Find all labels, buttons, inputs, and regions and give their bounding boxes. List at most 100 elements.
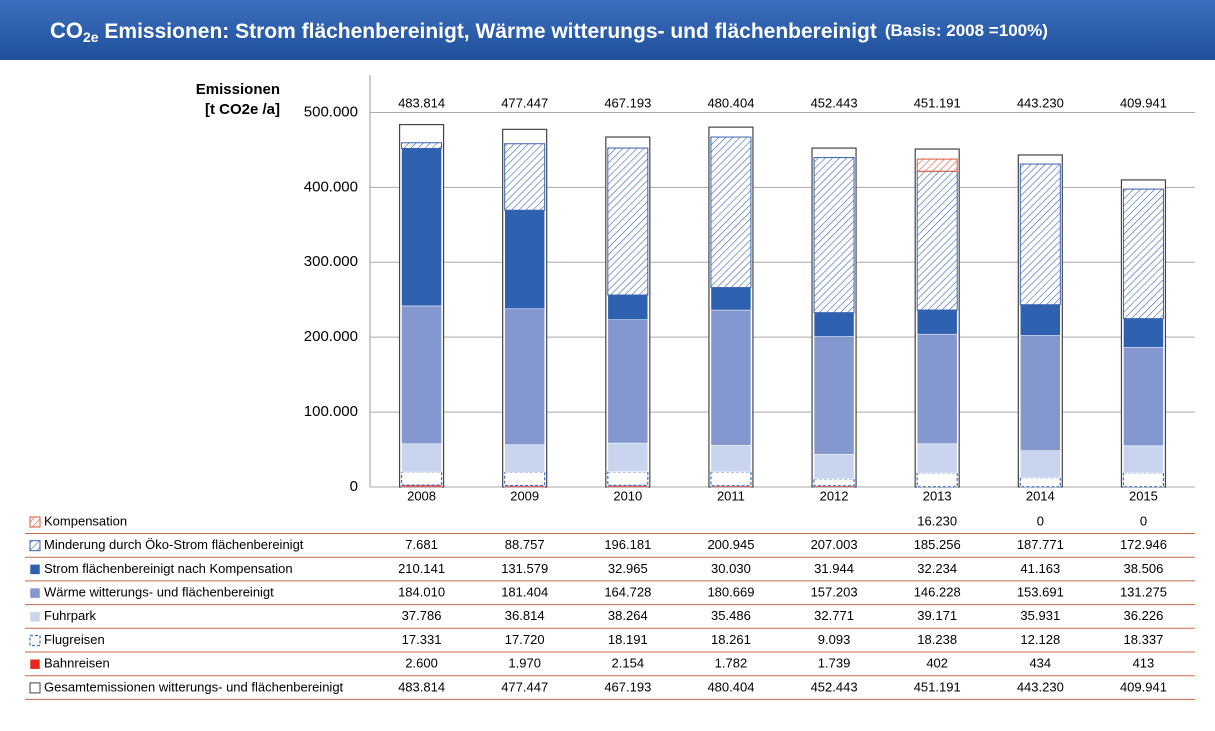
bar-segment	[608, 148, 648, 295]
total-label: 467.193	[604, 95, 651, 110]
bar-segment	[917, 473, 957, 487]
table-value: 164.728	[604, 585, 651, 600]
bar-segment	[505, 309, 545, 445]
table-value: 41.163	[1020, 561, 1060, 576]
row-label: Wärme witterungs- und flächenbereinigt	[44, 585, 274, 600]
total-label: 477.447	[501, 95, 548, 110]
y-label: Emissionen	[196, 81, 280, 98]
table-value: 30.030	[711, 561, 751, 576]
table-value: 413	[1133, 656, 1155, 671]
bar-segment	[505, 144, 545, 210]
bar-segment	[505, 445, 545, 473]
table-value: 477.447	[501, 679, 548, 694]
row-label: Gesamtemissionen witterungs- und flächen…	[44, 679, 344, 694]
row-label: Minderung durch Öko-Strom flächenbereini…	[44, 537, 304, 552]
table-value: 18.191	[608, 632, 648, 647]
bar-segment	[814, 337, 854, 455]
table-value: 2.154	[612, 656, 645, 671]
legend-swatch	[30, 612, 40, 622]
bar-segment	[402, 472, 442, 485]
total-label: 409.941	[1120, 95, 1167, 110]
table-value: 434	[1029, 656, 1051, 671]
bar-segment	[1020, 336, 1060, 451]
bar-segment	[1123, 473, 1163, 487]
table-value: 2.600	[405, 656, 438, 671]
bar-segment	[1020, 478, 1060, 487]
table-value: 157.203	[811, 585, 858, 600]
bar-segment	[402, 444, 442, 472]
bar-segment	[814, 313, 854, 337]
table-value: 32.771	[814, 608, 854, 623]
table-value: 452.443	[811, 679, 858, 694]
table-value: 35.931	[1020, 608, 1060, 623]
total-label: 452.443	[811, 95, 858, 110]
x-tick-label: 2012	[820, 488, 849, 503]
table-value: 32.965	[608, 561, 648, 576]
x-tick-label: 2014	[1026, 488, 1055, 503]
title-main: CO	[50, 18, 83, 43]
y-tick-label: 0	[350, 478, 358, 495]
total-label: 451.191	[914, 95, 961, 110]
table-value: 131.275	[1120, 585, 1167, 600]
table-value: 443.230	[1017, 679, 1064, 694]
bar-segment	[917, 310, 957, 334]
row-label: Flugreisen	[44, 632, 105, 647]
bar-segment	[505, 210, 545, 309]
legend-swatch	[30, 517, 40, 527]
bar-segment	[1123, 446, 1163, 473]
bar-segment	[608, 320, 648, 443]
table-value: 146.228	[914, 585, 961, 600]
title-basis: (Basis: 2008 =100%)	[885, 21, 1048, 40]
table-value: 38.264	[608, 608, 648, 623]
x-tick-label: 2013	[923, 488, 952, 503]
bar-segment	[1020, 451, 1060, 478]
bar-segment	[711, 445, 751, 472]
table-value: 37.786	[402, 608, 442, 623]
bar-segment	[402, 143, 442, 149]
table-value: 207.003	[811, 537, 858, 552]
table-value: 18.238	[917, 632, 957, 647]
bar-segment	[814, 158, 854, 313]
table-value: 17.720	[505, 632, 545, 647]
table-value: 172.946	[1120, 537, 1167, 552]
title-sub: 2e	[83, 29, 99, 45]
row-label: Fuhrpark	[44, 608, 97, 623]
bar-segment	[711, 472, 751, 486]
table-value: 467.193	[604, 679, 651, 694]
bar-segment	[402, 306, 442, 444]
table-value: 181.404	[501, 585, 548, 600]
bar-segment	[711, 310, 751, 445]
legend-swatch	[30, 588, 40, 598]
table-value: 39.171	[917, 608, 957, 623]
y-tick-label: 100.000	[304, 403, 358, 420]
table-value: 153.691	[1017, 585, 1064, 600]
y-tick-label: 400.000	[304, 178, 358, 195]
bar-segment	[608, 295, 648, 320]
bar-segment	[1123, 347, 1163, 445]
x-tick-label: 2008	[407, 488, 436, 503]
table-value: 7.681	[405, 537, 438, 552]
total-label: 443.230	[1017, 95, 1064, 110]
bar-segment	[608, 443, 648, 472]
x-tick-label: 2015	[1129, 488, 1158, 503]
y-label: [t CO2e /a]	[205, 101, 280, 118]
table-value: 200.945	[707, 537, 754, 552]
table-value: 131.579	[501, 561, 548, 576]
row-label: Bahnreisen	[44, 656, 110, 671]
table-value: 18.261	[711, 632, 751, 647]
table-value: 210.141	[398, 561, 445, 576]
row-label: Strom flächenbereinigt nach Kompensation	[44, 561, 293, 576]
bar-segment	[1123, 189, 1163, 319]
table-value: 35.486	[711, 608, 751, 623]
table-value: 1.782	[715, 656, 748, 671]
table-value: 196.181	[604, 537, 651, 552]
table-value: 483.814	[398, 679, 445, 694]
bar-segment	[711, 288, 751, 310]
table-value: 185.256	[914, 537, 961, 552]
x-tick-label: 2011	[717, 488, 745, 503]
legend-swatch	[30, 564, 40, 574]
table-value: 31.944	[814, 561, 854, 576]
legend-swatch	[30, 659, 40, 669]
bar-segment	[711, 137, 751, 288]
